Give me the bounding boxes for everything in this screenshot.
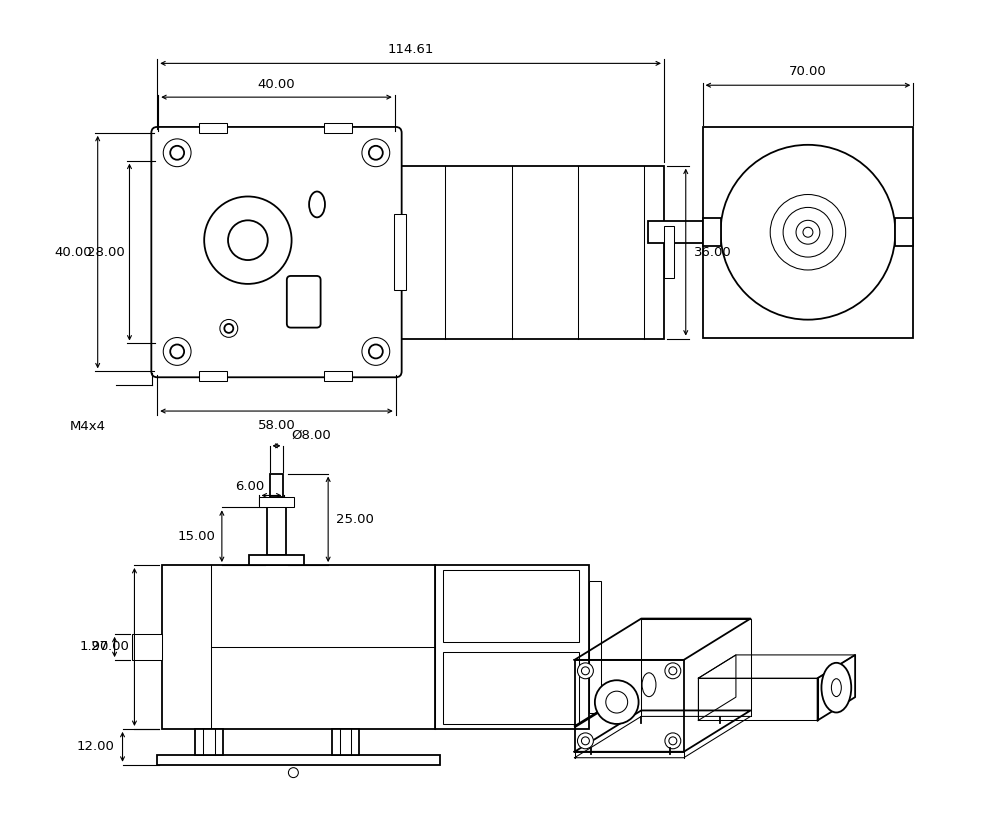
Text: 40.00: 40.00: [257, 79, 295, 91]
Text: 36.00: 36.00: [694, 246, 732, 258]
Bar: [648, 222, 703, 243]
Bar: [703, 218, 721, 246]
Bar: [266, 507, 286, 555]
Circle shape: [721, 145, 895, 319]
Circle shape: [665, 663, 681, 679]
Circle shape: [669, 667, 677, 675]
Bar: [199, 371, 227, 381]
Bar: [258, 497, 294, 507]
Circle shape: [170, 145, 184, 160]
Circle shape: [578, 733, 594, 749]
Circle shape: [170, 344, 184, 359]
Circle shape: [669, 737, 677, 745]
Bar: [162, 565, 435, 729]
Bar: [331, 729, 359, 755]
Bar: [435, 565, 590, 729]
Circle shape: [665, 733, 681, 749]
Bar: [590, 581, 602, 712]
Bar: [395, 166, 664, 339]
Circle shape: [770, 195, 846, 270]
Text: 27.00: 27.00: [91, 640, 128, 654]
Text: 15.00: 15.00: [178, 530, 216, 543]
Ellipse shape: [606, 691, 628, 713]
Bar: [393, 214, 405, 290]
Circle shape: [204, 196, 291, 284]
Text: 70.00: 70.00: [789, 65, 827, 79]
Bar: [324, 371, 352, 381]
Bar: [269, 474, 283, 497]
Circle shape: [163, 139, 191, 166]
Text: 114.61: 114.61: [387, 43, 433, 56]
Bar: [157, 755, 440, 765]
FancyBboxPatch shape: [287, 276, 320, 328]
Circle shape: [578, 663, 594, 679]
Circle shape: [803, 227, 813, 237]
Circle shape: [362, 139, 389, 166]
Text: 1.90: 1.90: [79, 640, 109, 654]
Circle shape: [224, 324, 233, 333]
Ellipse shape: [832, 679, 841, 696]
Ellipse shape: [309, 191, 325, 217]
Ellipse shape: [822, 663, 851, 712]
Circle shape: [582, 667, 590, 675]
Bar: [443, 570, 580, 641]
FancyBboxPatch shape: [151, 127, 401, 377]
Text: M4x4: M4x4: [70, 421, 106, 433]
Text: 28.00: 28.00: [87, 246, 124, 258]
Ellipse shape: [642, 673, 656, 696]
Circle shape: [288, 767, 298, 777]
Text: 6.00: 6.00: [235, 481, 264, 493]
Circle shape: [369, 344, 382, 359]
Circle shape: [582, 737, 590, 745]
Bar: [324, 123, 352, 133]
Text: 58.00: 58.00: [257, 419, 295, 432]
Bar: [895, 218, 913, 246]
Circle shape: [220, 319, 238, 338]
Circle shape: [362, 338, 389, 365]
Bar: [703, 127, 913, 338]
Bar: [664, 227, 674, 278]
Bar: [195, 729, 223, 755]
Circle shape: [369, 145, 382, 160]
Circle shape: [228, 221, 267, 260]
Bar: [199, 123, 227, 133]
Text: 40.00: 40.00: [54, 246, 92, 258]
Circle shape: [783, 207, 833, 257]
Circle shape: [163, 338, 191, 365]
Bar: [249, 555, 304, 565]
Bar: [132, 634, 162, 660]
Text: 12.00: 12.00: [77, 741, 114, 753]
Text: Ø8.00: Ø8.00: [291, 429, 331, 442]
Circle shape: [796, 221, 820, 244]
Bar: [443, 652, 580, 724]
Ellipse shape: [595, 681, 639, 724]
Text: 25.00: 25.00: [336, 512, 374, 526]
